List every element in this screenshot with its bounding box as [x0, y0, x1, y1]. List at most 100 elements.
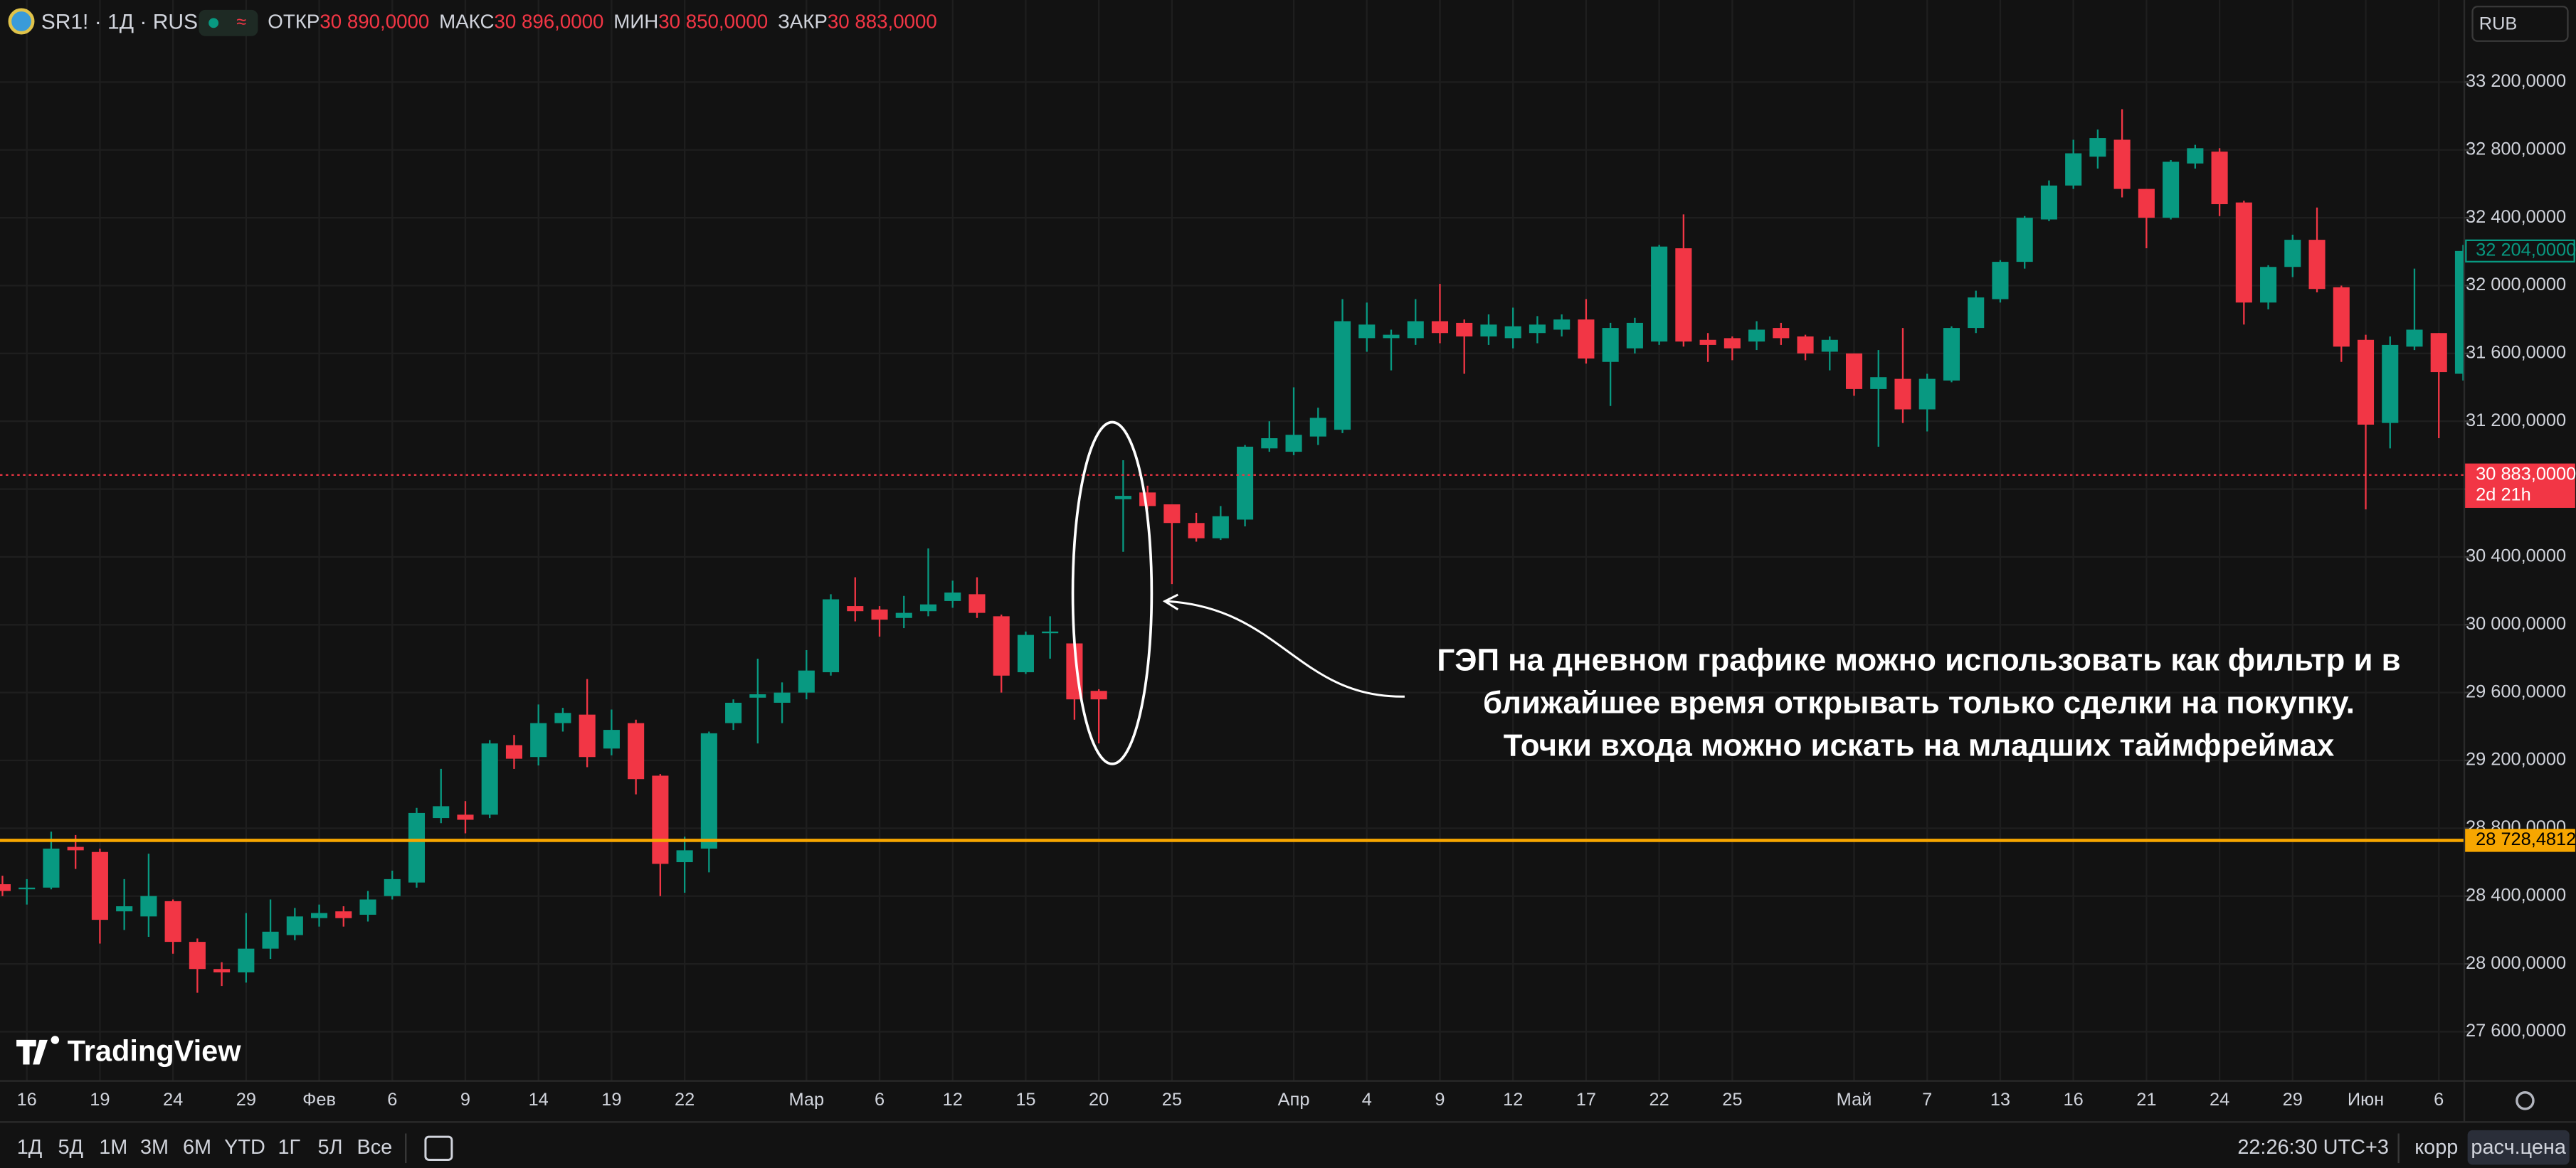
y-tick-label: 33 200,0000 — [2466, 71, 2566, 91]
candle-body — [2406, 329, 2423, 347]
y-tick-label: 32 800,0000 — [2466, 139, 2566, 159]
x-tick-label: 17 — [1576, 1090, 1596, 1110]
candle-body — [262, 931, 279, 949]
currency-box[interactable] — [2471, 6, 2569, 42]
candle-body — [1870, 377, 1887, 389]
candle-body — [1480, 324, 1497, 336]
header: SR1! · 1Д · RUS — [41, 10, 198, 33]
candle-body — [2308, 240, 2326, 290]
symbol-logo — [8, 8, 35, 35]
settlement-button[interactable]: расч.цена — [2471, 1136, 2566, 1159]
x-tick-label: 12 — [1503, 1090, 1523, 1110]
value: 30 890,0000 — [320, 11, 429, 33]
y-tick-label: 29 600,0000 — [2466, 681, 2566, 701]
x-tick-label: Май — [1837, 1090, 1872, 1110]
settings-icon[interactable] — [2516, 1091, 2535, 1110]
candle-body — [1383, 334, 1400, 339]
candle-body — [968, 594, 986, 613]
symbol: SR1! · 1Д · RUS — [41, 10, 198, 33]
candle-body — [1773, 328, 1790, 339]
x-tick-label: 16 — [2064, 1090, 2084, 1110]
candle-body — [311, 913, 328, 918]
candle-body — [457, 814, 474, 820]
ohlc: ОТКР30 890,0000 МАКС30 896,0000 МИН30 850,… — [268, 11, 937, 33]
range-button[interactable]: Все — [357, 1136, 393, 1159]
candle-body — [43, 848, 60, 888]
candle-body — [1651, 246, 1668, 342]
candle-body — [359, 899, 376, 915]
x-tick-label: 16 — [17, 1090, 37, 1110]
candle-body — [774, 692, 791, 703]
x-tick-label: 6 — [2434, 1090, 2444, 1110]
candle-body — [1285, 435, 1302, 452]
candle-body — [481, 743, 498, 815]
y-tick-label: 31 200,0000 — [2466, 410, 2566, 430]
candle-body — [335, 911, 352, 918]
candle-body — [1626, 322, 1643, 349]
candle-body — [408, 812, 426, 883]
candle-body — [238, 948, 255, 973]
x-tick-label: 19 — [601, 1090, 621, 1110]
candle-body — [1699, 339, 1716, 345]
candle-body — [1042, 631, 1059, 634]
candle-body — [1212, 516, 1229, 538]
candle-body — [1578, 319, 1595, 359]
range-button[interactable]: 6М — [183, 1136, 211, 1159]
candle-body — [1943, 328, 1960, 381]
value: 30 883,0000 — [828, 11, 937, 33]
candle-body — [530, 723, 547, 758]
date-range-icon[interactable] — [424, 1135, 453, 1161]
candle-body — [1163, 504, 1181, 524]
candle-body — [2016, 218, 2033, 262]
x-tick-label: 29 — [2283, 1090, 2303, 1110]
x-tick-label: Апр — [1278, 1090, 1310, 1110]
candle-body — [822, 599, 840, 673]
x-tick-label: 22 — [675, 1090, 695, 1110]
price-marker-label: 28 728,4812 — [2476, 829, 2576, 849]
candle-body — [1139, 492, 1156, 506]
annotation: ГЭП на дневном графике можно использоват… — [1437, 642, 2400, 677]
candle-body — [1602, 328, 1619, 362]
candle-body — [1407, 321, 1424, 339]
x-tick-label: 6 — [387, 1090, 397, 1110]
candle-body — [1918, 378, 1936, 410]
x-tick-label: 24 — [163, 1090, 183, 1110]
candle-body — [2382, 344, 2399, 423]
x-tick-label: 9 — [460, 1090, 470, 1110]
price-marker-label: 30 883,0000 — [2476, 464, 2576, 484]
candle-body — [676, 850, 693, 863]
range-button[interactable]: 5Д — [58, 1136, 83, 1159]
candle-body — [798, 670, 815, 693]
range-button[interactable]: 3М — [140, 1136, 169, 1159]
range-button[interactable]: 1Д — [17, 1136, 43, 1159]
range-button[interactable]: YTD — [224, 1136, 265, 1159]
candle-body — [652, 775, 669, 864]
candle-body — [2235, 202, 2252, 303]
candle-body — [2454, 250, 2465, 374]
x-tick-label: 14 — [529, 1090, 549, 1110]
y-tick-label: 31 600,0000 — [2466, 343, 2566, 363]
candle-body — [2187, 148, 2204, 164]
candle-body — [1114, 496, 1131, 499]
range-button[interactable]: 5Л — [318, 1136, 343, 1159]
candle-body — [2040, 185, 2057, 220]
candle-body — [505, 745, 522, 759]
currency[interactable]: RUB — [2479, 14, 2518, 33]
value: 30 850,0000 — [658, 11, 768, 33]
candle-body — [2333, 287, 2350, 347]
candle-body — [189, 942, 206, 970]
value: 30 896,0000 — [494, 11, 603, 33]
settlement-box[interactable] — [2467, 1130, 2570, 1165]
candles — [0, 109, 2465, 993]
x-tick-label: 4 — [1362, 1090, 1372, 1110]
candle-body — [286, 916, 303, 935]
adjust-button[interactable]: корр — [2414, 1136, 2458, 1159]
x-tick-label: 20 — [1089, 1090, 1109, 1110]
candle-body — [67, 846, 84, 851]
range-button[interactable]: 1М — [99, 1136, 127, 1159]
x-tick-label: 21 — [2136, 1090, 2156, 1110]
candle-body — [554, 713, 571, 723]
range-button[interactable]: 1Г — [278, 1136, 300, 1159]
